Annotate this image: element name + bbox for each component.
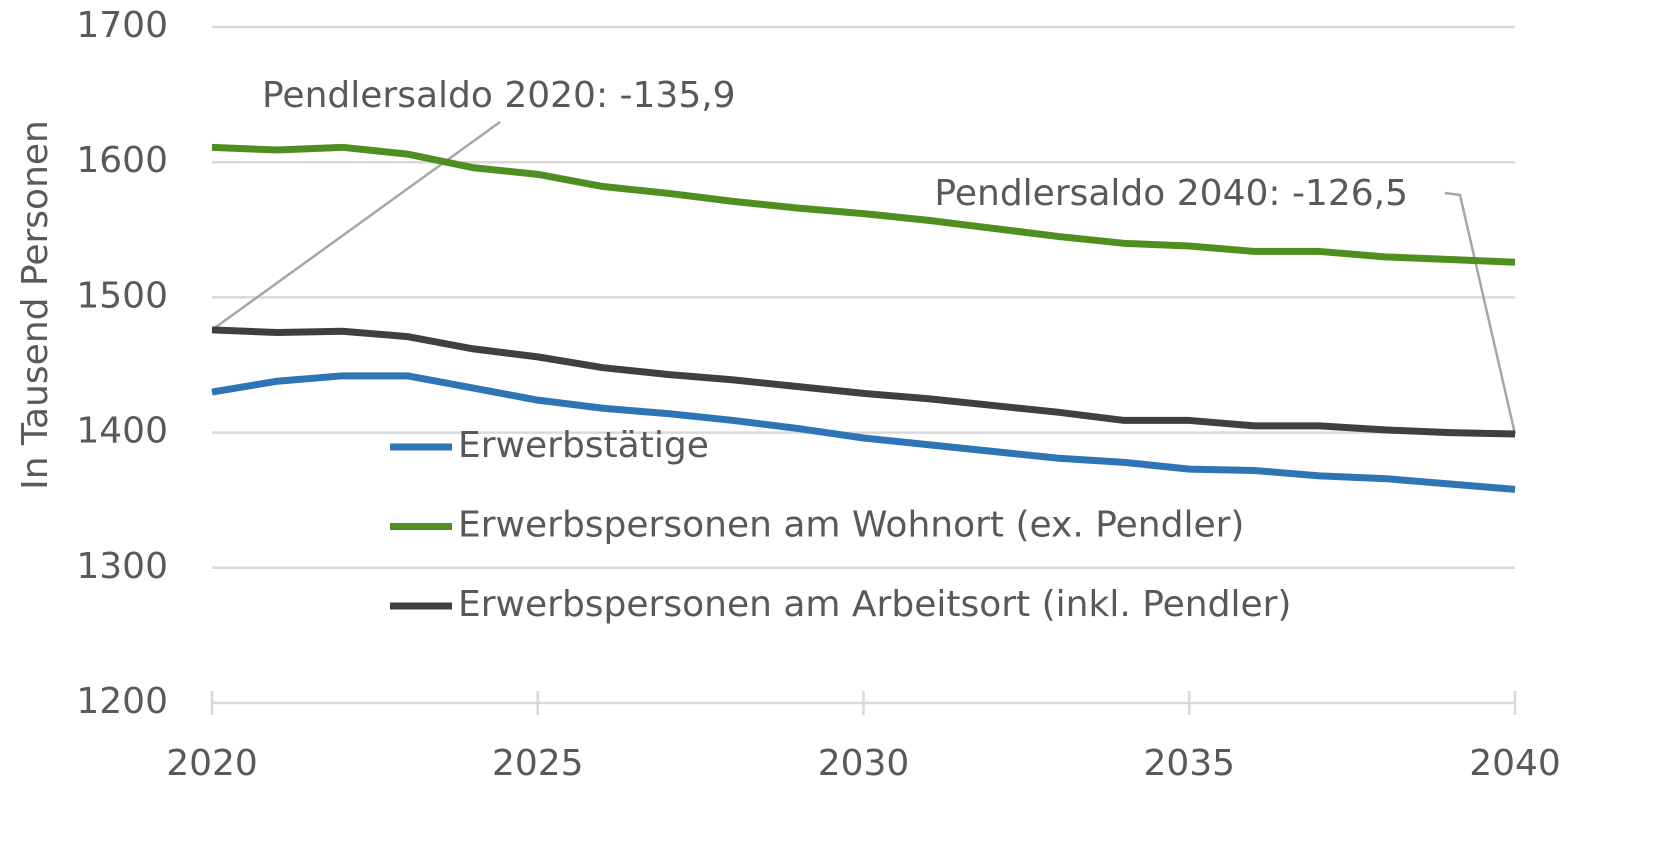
series-line bbox=[211, 143, 1516, 266]
x-tick-label: 2040 bbox=[1469, 743, 1561, 784]
y-tick-label: 1300 bbox=[76, 546, 168, 587]
y-axis-label: In Tausend Personen bbox=[15, 120, 56, 490]
series-line bbox=[211, 372, 1516, 493]
y-tick-label: 1700 bbox=[76, 5, 168, 46]
x-tick-label: 2035 bbox=[1143, 743, 1235, 784]
x-tick-label: 2025 bbox=[492, 743, 584, 784]
x-tick-label: 2020 bbox=[166, 743, 258, 784]
legend-label: Erwerbstätige bbox=[458, 425, 709, 466]
annotation: Pendlersaldo 2040: -126,5 bbox=[934, 173, 1408, 214]
annotation: Pendlersaldo 2020: -135,9 bbox=[262, 75, 736, 116]
y-tick-label: 1400 bbox=[76, 411, 168, 452]
y-tick-label: 1200 bbox=[76, 681, 168, 722]
y-tick-label: 1600 bbox=[76, 140, 168, 181]
legend-label: Erwerbspersonen am Wohnort (ex. Pendler) bbox=[458, 505, 1244, 546]
legend-label: Erwerbspersonen am Arbeitsort (inkl. Pen… bbox=[458, 584, 1291, 625]
leader-line bbox=[211, 120, 501, 331]
series-line bbox=[211, 326, 1516, 438]
leader-line bbox=[1444, 191, 1517, 435]
x-tick-label: 2030 bbox=[818, 743, 910, 784]
y-tick-label: 1500 bbox=[76, 275, 168, 316]
